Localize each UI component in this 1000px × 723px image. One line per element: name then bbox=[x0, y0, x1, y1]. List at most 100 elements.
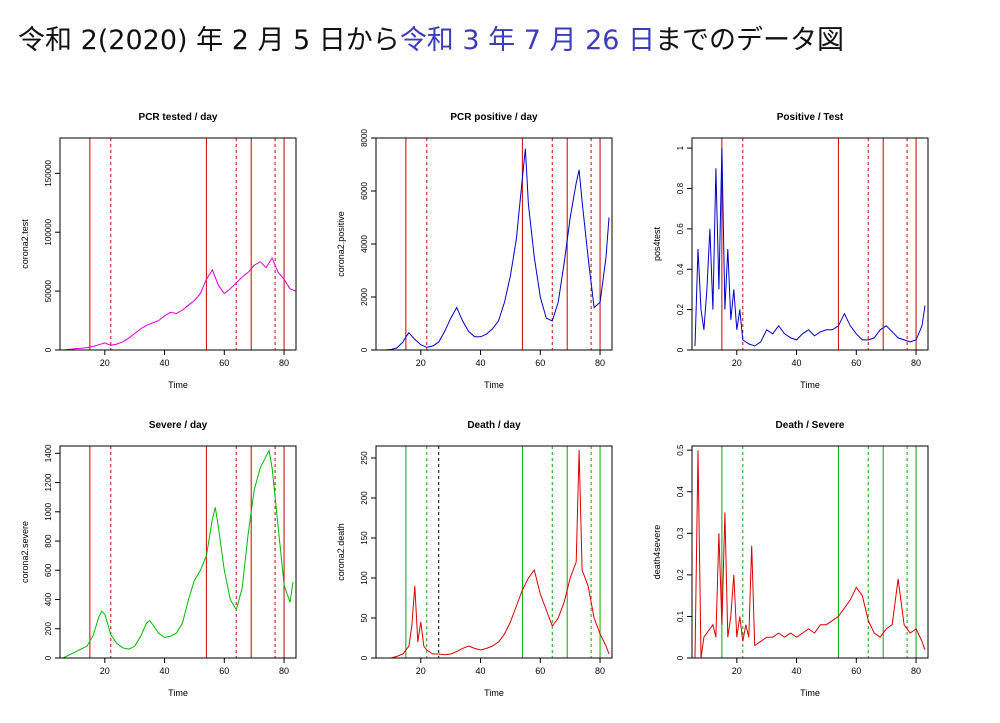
x-tick-label: 60 bbox=[535, 358, 545, 368]
y-axis-title: corona2.test bbox=[20, 219, 30, 269]
y-tick-label: 250 bbox=[360, 451, 369, 465]
x-tick-label: 20 bbox=[416, 358, 426, 368]
plot-frame bbox=[691, 445, 929, 659]
x-tick-label: 40 bbox=[160, 666, 170, 676]
y-axis-title: death4severe bbox=[652, 525, 662, 580]
x-tick-label: 20 bbox=[732, 358, 742, 368]
plot-frame bbox=[691, 137, 929, 351]
x-tick-label: 80 bbox=[911, 666, 921, 676]
x-axis-title: Time bbox=[168, 688, 188, 698]
x-tick-label: 60 bbox=[535, 666, 545, 676]
y-tick-label: 50000 bbox=[44, 279, 53, 302]
y-tick-label: 400 bbox=[44, 592, 53, 606]
y-tick-label: 1000 bbox=[44, 502, 53, 520]
x-tick-label: 40 bbox=[476, 666, 486, 676]
chart-panel-6: Death / Severe Time death4severe 20 40 60 80 0 0… bbox=[652, 420, 929, 698]
y-tick-label: 0 bbox=[44, 347, 53, 352]
chart-title: Positive / Test bbox=[777, 112, 844, 123]
y-tick-label: 0.6 bbox=[676, 223, 685, 235]
y-axis-title: corona2.positive bbox=[336, 211, 346, 277]
y-tick-label: 0.4 bbox=[676, 486, 685, 498]
x-tick-label: 60 bbox=[851, 358, 861, 368]
y-tick-label: 0 bbox=[676, 347, 685, 352]
plot-area bbox=[379, 446, 610, 658]
plot-area bbox=[694, 446, 926, 658]
x-tick-label: 20 bbox=[416, 666, 426, 676]
x-tick-label: 80 bbox=[911, 358, 921, 368]
y-tick-label: 150000 bbox=[44, 159, 53, 186]
x-tick-label: 20 bbox=[100, 358, 110, 368]
x-tick-label: 80 bbox=[595, 358, 605, 368]
x-tick-label: 80 bbox=[595, 666, 605, 676]
x-tick-label: 40 bbox=[792, 666, 802, 676]
data-line bbox=[62, 448, 294, 658]
y-tick-label: 200 bbox=[44, 622, 53, 636]
x-tick-label: 80 bbox=[279, 666, 289, 676]
plot-area bbox=[62, 138, 296, 350]
y-tick-label: 0 bbox=[360, 347, 369, 352]
y-tick-label: 4000 bbox=[360, 235, 369, 253]
x-axis-title: Time bbox=[800, 688, 820, 698]
y-tick-label: 0.1 bbox=[676, 610, 685, 622]
y-tick-label: 150 bbox=[360, 531, 369, 545]
y-tick-label: 0.3 bbox=[676, 527, 685, 539]
y-tick-label: 100000 bbox=[44, 218, 53, 245]
y-tick-label: 8000 bbox=[360, 129, 369, 147]
x-tick-label: 20 bbox=[100, 666, 110, 676]
y-tick-label: 1200 bbox=[44, 473, 53, 491]
x-tick-label: 40 bbox=[476, 358, 486, 368]
chart-panel-2: PCR positive / day Time corona2.positive 20… bbox=[336, 112, 613, 390]
chart-title: Death / day bbox=[467, 420, 521, 431]
plot-frame bbox=[59, 137, 297, 351]
y-tick-label: 0 bbox=[676, 655, 685, 660]
y-tick-label: 2000 bbox=[360, 288, 369, 306]
x-axis-title: Time bbox=[800, 380, 820, 390]
title-text-start: 令和 2(2020) 年 2 月 5 日から bbox=[18, 25, 400, 56]
y-axis-title: pos4test bbox=[652, 226, 662, 261]
y-tick-label: 0.4 bbox=[676, 263, 685, 275]
y-tick-label: 0.2 bbox=[676, 304, 685, 316]
y-tick-label: 100 bbox=[360, 571, 369, 585]
plot-frame bbox=[59, 445, 297, 659]
chart-panel-5: Death / day Time corona2.death 20 40 60 80 0 50 1… bbox=[336, 420, 613, 698]
data-line bbox=[694, 450, 926, 658]
data-line bbox=[379, 148, 610, 350]
y-tick-label: 0 bbox=[360, 655, 369, 660]
x-tick-label: 80 bbox=[279, 358, 289, 368]
title-text-end: までのデータ図 bbox=[655, 25, 845, 56]
y-axis-title: corona2.severe bbox=[20, 521, 30, 583]
x-tick-label: 20 bbox=[732, 666, 742, 676]
plot-area bbox=[62, 446, 294, 658]
y-tick-label: 0.2 bbox=[676, 569, 685, 581]
y-tick-label: 200 bbox=[360, 491, 369, 505]
x-tick-label: 60 bbox=[851, 666, 861, 676]
chart-title: PCR tested / day bbox=[139, 112, 218, 123]
x-axis-title: Time bbox=[484, 688, 504, 698]
y-tick-label: 1400 bbox=[44, 444, 53, 462]
plot-area bbox=[379, 138, 610, 350]
y-tick-label: 50 bbox=[360, 613, 369, 622]
y-tick-label: 0 bbox=[44, 655, 53, 660]
data-line bbox=[379, 449, 610, 658]
data-line bbox=[62, 257, 296, 350]
y-axis-title: corona2.death bbox=[336, 523, 346, 581]
x-tick-label: 40 bbox=[792, 358, 802, 368]
chart-title: PCR positive / day bbox=[450, 112, 538, 123]
page-title: 令和 2(2020) 年 2 月 5 日から令和 3 年 7 月 26 日までの… bbox=[18, 18, 844, 57]
chart-panel-1: PCR tested / day Time corona2.test 20 40 60 80… bbox=[20, 112, 297, 390]
plot-frame bbox=[375, 137, 613, 351]
x-tick-label: 40 bbox=[160, 358, 170, 368]
chart-title: Severe / day bbox=[149, 420, 208, 431]
x-axis-title: Time bbox=[484, 380, 504, 390]
chart-title: Death / Severe bbox=[776, 420, 845, 431]
y-tick-label: 800 bbox=[44, 534, 53, 548]
plot-frame bbox=[375, 445, 613, 659]
x-tick-label: 60 bbox=[219, 666, 229, 676]
chart-panel-3: Positive / Test Time pos4test 20 40 60 80 0 0.2 0… bbox=[652, 112, 929, 390]
y-tick-label: 600 bbox=[44, 563, 53, 577]
y-tick-label: 6000 bbox=[360, 182, 369, 200]
y-tick-label: 0.5 bbox=[676, 444, 685, 456]
y-tick-label: 0.8 bbox=[676, 182, 685, 194]
